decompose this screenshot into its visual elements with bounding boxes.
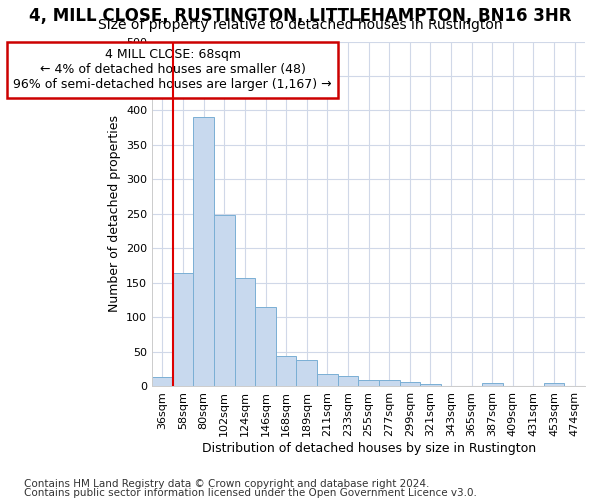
Text: Size of property relative to detached houses in Rustington: Size of property relative to detached ho… — [98, 18, 502, 32]
Bar — [544, 383, 565, 386]
Bar — [358, 380, 379, 386]
Text: Contains public sector information licensed under the Open Government Licence v3: Contains public sector information licen… — [24, 488, 477, 498]
X-axis label: Distribution of detached houses by size in Rustington: Distribution of detached houses by size … — [202, 442, 536, 455]
Bar — [296, 360, 317, 386]
Text: 4 MILL CLOSE: 68sqm
← 4% of detached houses are smaller (48)
96% of semi-detache: 4 MILL CLOSE: 68sqm ← 4% of detached hou… — [13, 48, 332, 92]
Bar — [276, 356, 296, 386]
Bar — [379, 380, 400, 386]
Bar — [193, 118, 214, 386]
Bar — [420, 384, 441, 386]
Bar — [214, 216, 235, 386]
Text: 4, MILL CLOSE, RUSTINGTON, LITTLEHAMPTON, BN16 3HR: 4, MILL CLOSE, RUSTINGTON, LITTLEHAMPTON… — [29, 8, 571, 26]
Bar — [482, 383, 503, 386]
Text: Contains HM Land Registry data © Crown copyright and database right 2024.: Contains HM Land Registry data © Crown c… — [24, 479, 430, 489]
Bar — [152, 378, 173, 386]
Bar — [173, 272, 193, 386]
Bar — [255, 307, 276, 386]
Bar — [400, 382, 420, 386]
Y-axis label: Number of detached properties: Number of detached properties — [107, 116, 121, 312]
Bar — [317, 374, 338, 386]
Bar — [338, 376, 358, 386]
Bar — [235, 278, 255, 386]
